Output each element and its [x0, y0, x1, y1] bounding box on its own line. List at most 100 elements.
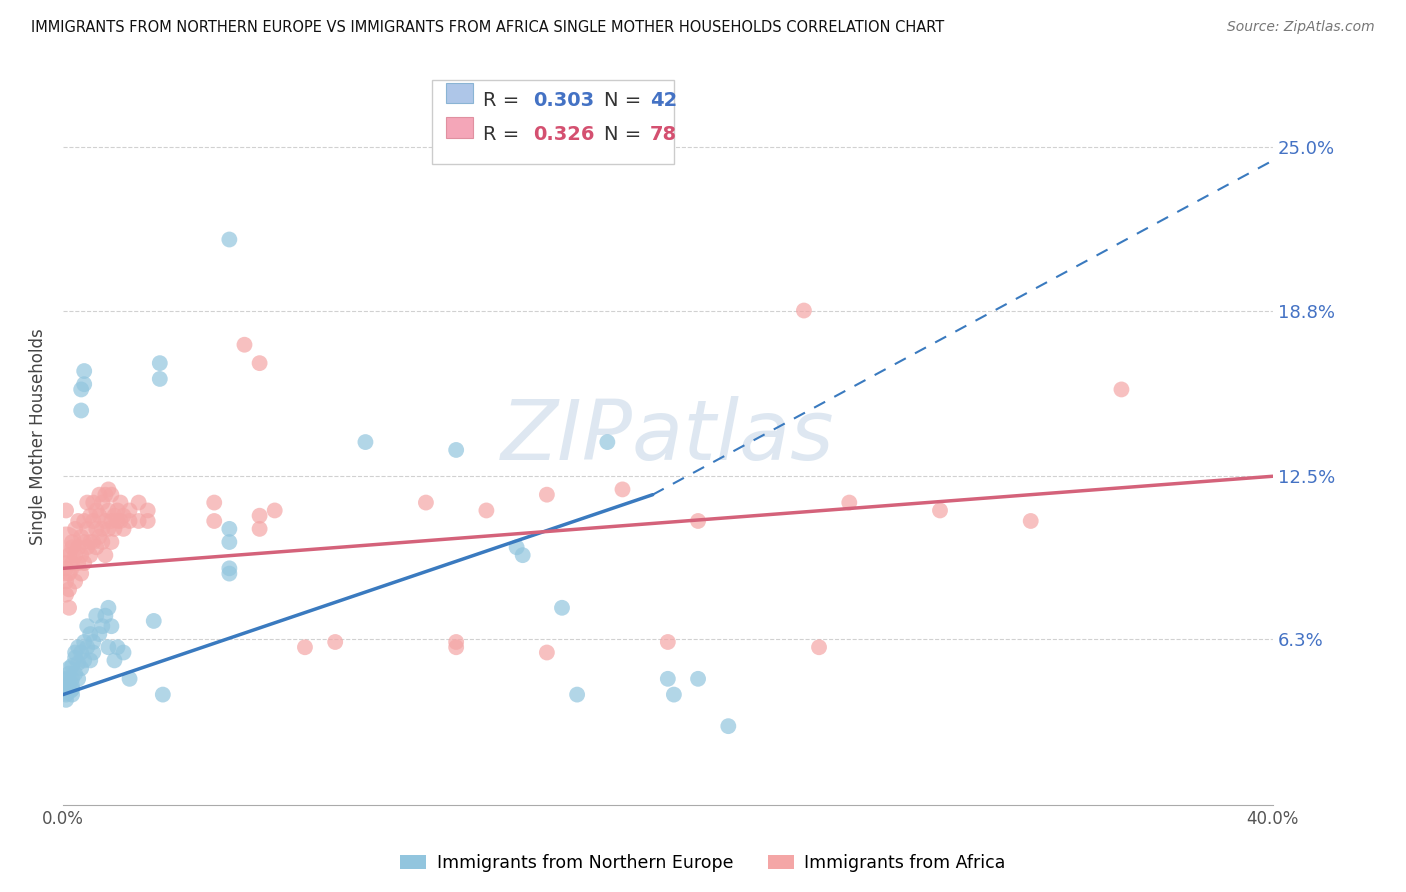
Point — [76, 522, 98, 536]
Text: N =: N = — [603, 125, 647, 145]
Point — [67, 556, 90, 570]
Point — [79, 508, 101, 523]
Point — [58, 682, 80, 697]
Point — [323, 635, 346, 649]
Point — [444, 640, 467, 655]
Point — [70, 646, 93, 660]
Point — [70, 661, 93, 675]
Point — [94, 514, 117, 528]
Point — [67, 656, 90, 670]
Point — [1111, 383, 1133, 397]
Point — [63, 666, 86, 681]
Point — [73, 556, 96, 570]
Point — [76, 619, 98, 633]
Point — [218, 535, 240, 549]
Point — [103, 522, 125, 536]
Point — [58, 600, 80, 615]
Point — [97, 522, 120, 536]
Point — [1019, 514, 1042, 528]
Point — [63, 522, 86, 536]
Point — [152, 688, 174, 702]
Point — [58, 661, 80, 675]
Point — [84, 541, 107, 555]
Point — [73, 653, 96, 667]
Point — [55, 503, 77, 517]
Point — [76, 640, 98, 655]
Point — [82, 535, 104, 549]
Text: ZIPatlas: ZIPatlas — [501, 396, 835, 477]
Point — [107, 514, 129, 528]
Point — [91, 619, 114, 633]
Point — [838, 495, 860, 509]
Point — [97, 600, 120, 615]
Text: 0.326: 0.326 — [533, 125, 595, 145]
Point — [657, 635, 679, 649]
Point — [60, 556, 83, 570]
Point — [103, 653, 125, 667]
Point — [94, 548, 117, 562]
Point — [55, 672, 77, 686]
Point — [202, 514, 225, 528]
Point — [112, 646, 135, 660]
Point — [444, 442, 467, 457]
Point — [67, 672, 90, 686]
Point — [63, 650, 86, 665]
Point — [100, 619, 122, 633]
Text: R =: R = — [482, 91, 526, 110]
Point — [63, 548, 86, 562]
Point — [505, 541, 527, 555]
Point — [118, 514, 141, 528]
Point — [55, 688, 77, 702]
Point — [67, 640, 90, 655]
Text: 0.303: 0.303 — [533, 91, 595, 110]
Text: IMMIGRANTS FROM NORTHERN EUROPE VS IMMIGRANTS FROM AFRICA SINGLE MOTHER HOUSEHOL: IMMIGRANTS FROM NORTHERN EUROPE VS IMMIG… — [31, 20, 945, 35]
Point — [536, 488, 558, 502]
Point — [76, 495, 98, 509]
Point — [688, 672, 710, 686]
Point — [218, 566, 240, 581]
Point — [60, 688, 83, 702]
Point — [70, 383, 93, 397]
Point — [808, 640, 831, 655]
Point — [136, 514, 159, 528]
Point — [67, 514, 90, 528]
Point — [70, 566, 93, 581]
Point — [73, 514, 96, 528]
Point — [89, 530, 111, 544]
Point — [263, 503, 285, 517]
Point — [63, 646, 86, 660]
Text: 78: 78 — [650, 125, 676, 145]
Point — [136, 503, 159, 517]
Point — [82, 646, 104, 660]
Point — [142, 614, 165, 628]
Point — [60, 672, 83, 686]
Point — [73, 377, 96, 392]
Point — [294, 640, 316, 655]
FancyBboxPatch shape — [447, 117, 472, 137]
Point — [929, 503, 952, 517]
Point — [97, 640, 120, 655]
Point — [94, 608, 117, 623]
Point — [82, 514, 104, 528]
Text: R =: R = — [482, 125, 526, 145]
Point — [89, 508, 111, 523]
Point — [82, 635, 104, 649]
Point — [475, 503, 498, 517]
Text: N =: N = — [603, 91, 647, 110]
Point — [79, 653, 101, 667]
Point — [91, 522, 114, 536]
FancyBboxPatch shape — [447, 83, 472, 103]
Point — [58, 666, 80, 681]
Point — [58, 548, 80, 562]
Point — [58, 677, 80, 691]
Point — [55, 561, 77, 575]
Point — [100, 514, 122, 528]
Point — [55, 588, 77, 602]
Point — [118, 503, 141, 517]
Point — [91, 495, 114, 509]
Point — [551, 600, 574, 615]
Point — [218, 561, 240, 575]
Point — [596, 435, 619, 450]
Point — [82, 495, 104, 509]
Point — [84, 608, 107, 623]
